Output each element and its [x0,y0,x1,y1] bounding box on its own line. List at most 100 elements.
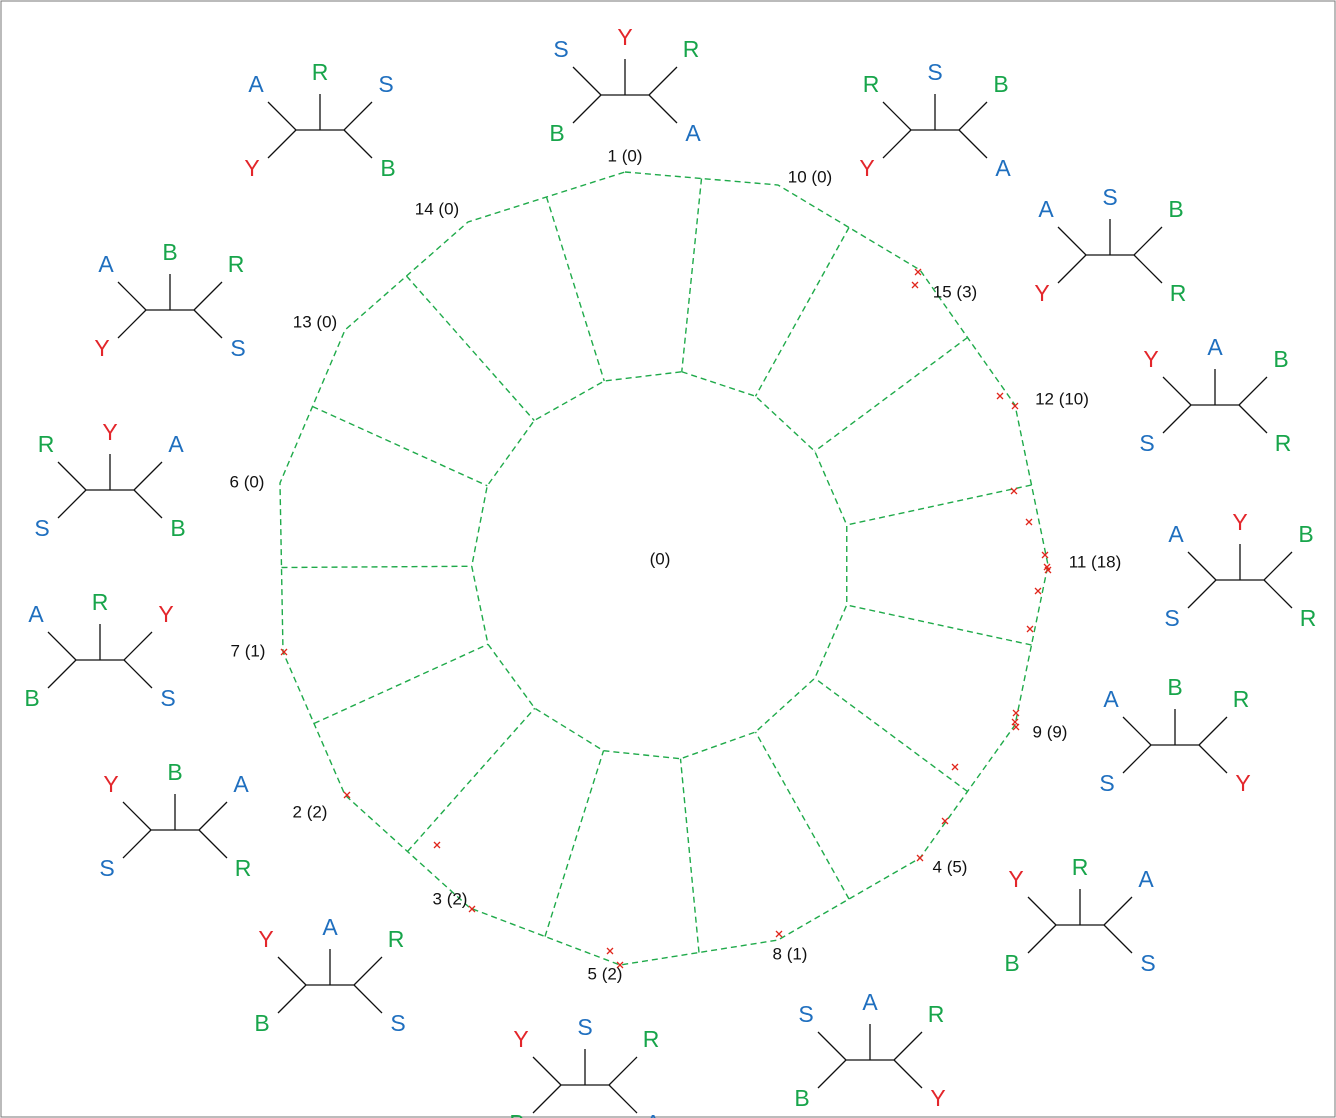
leaf-label: B [167,759,182,785]
leaf-label: S [798,1001,813,1027]
leaf-label: S [1140,950,1155,976]
leaf-label: S [99,855,114,881]
leaf-label: B [1004,950,1019,976]
leaf-label: S [1164,605,1179,631]
leaf-label: B [1168,196,1183,222]
leaf-label: A [1138,866,1154,892]
sample-mark [606,947,614,955]
leaf-label: A [1038,196,1054,222]
leaf-label: A [1207,334,1223,360]
leaf-label: Y [1235,770,1250,796]
sample-mark [1034,587,1042,595]
tree-edges [1187,544,1293,609]
leaf-label: B [1273,346,1288,372]
leaf-label: A [995,155,1011,181]
sample-mark [916,854,924,862]
node-label: 7 (1) [231,641,266,660]
leaf-label: A [1168,521,1184,547]
sample-mark [343,791,351,799]
tree-edges [117,274,223,339]
tree-edges [1057,219,1163,284]
spoke [281,565,472,569]
leaf-label: A [645,1110,661,1118]
leaf-label: B [549,120,564,146]
sample-mark [996,392,1004,400]
spoke [754,731,850,900]
leaf-label: R [228,251,245,277]
leaf-label: A [685,120,701,146]
sample-mark [775,930,783,938]
leaf-label: A [98,251,114,277]
spoke [313,643,489,725]
leaf-label: Y [258,926,273,952]
node-label: 2 (2) [293,802,328,821]
leaf-label: S [927,59,942,85]
sample-mark [433,841,441,849]
leaf-label: R [1072,854,1089,880]
sample-mark [941,817,949,825]
spoke [406,707,536,852]
leaf-label: Y [158,601,173,627]
sample-mark [1041,551,1049,559]
node-label: 11 (18) [1069,552,1122,571]
leaf-label: A [168,431,184,457]
spoke [846,604,1032,646]
tree-edges [47,624,153,689]
leaf-label: B [1298,521,1313,547]
leaf-label: Y [930,1085,945,1111]
spoke [681,178,703,372]
leaf-label: B [162,239,177,265]
sample-mark [911,281,919,289]
leaf-label: A [28,601,44,627]
tree-edges [1162,369,1268,434]
node-label: 15 (3) [933,282,977,301]
sample-mark [1044,566,1052,574]
leaf-label: S [160,685,175,711]
leaf-label: Y [103,771,118,797]
leaf-label: R [312,59,329,85]
leaf-label: Y [859,155,874,181]
leaf-label: A [862,989,878,1015]
leaf-label: R [1275,430,1292,456]
leaf-label: Y [617,24,632,50]
node-label: 14 (0) [415,199,459,218]
tree-edges [882,94,988,159]
tree-edges [817,1024,923,1089]
leaf-label: R [38,431,55,457]
leaf-label: Y [1143,346,1158,372]
node-label: 3 (2) [433,889,468,908]
sample-mark [280,648,288,656]
leaf-label: S [1139,430,1154,456]
node-label: 1 (0) [608,146,643,165]
tree-edges [1122,709,1228,774]
spoke [312,405,488,487]
tree-edges [1027,889,1133,954]
leaf-label: Y [102,419,117,445]
leaf-label: S [577,1014,592,1040]
leaf-label: A [1103,686,1119,712]
sample-mark [914,268,922,276]
spoke [544,750,605,937]
spoke [405,275,535,421]
leaf-label: R [643,1026,660,1052]
leaf-label: S [553,36,568,62]
spoke [545,196,605,382]
leaf-label: R [928,1001,945,1027]
sample-mark [1011,402,1019,410]
leaf-label: A [322,914,338,940]
node-label: 6 (0) [230,472,265,491]
tree-edges [122,794,228,859]
leaf-label: S [1102,184,1117,210]
leaf-label: A [233,771,249,797]
sample-mark [951,763,959,771]
leaf-label: R [1300,605,1317,631]
spoke [679,758,700,953]
leaf-label: R [92,589,109,615]
leaf-label: Y [513,1026,528,1052]
tree-edges [57,454,163,519]
spoke [754,227,850,397]
leaf-label: S [1099,770,1114,796]
sample-mark [1026,625,1034,633]
leaf-label: Y [1008,866,1023,892]
